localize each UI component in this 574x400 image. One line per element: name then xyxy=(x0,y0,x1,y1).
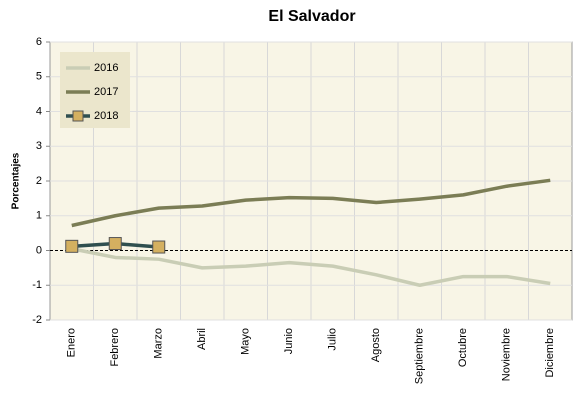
x-tick-label: Diciembre xyxy=(544,328,556,378)
legend-label: 2018 xyxy=(94,110,118,122)
y-axis-label: Porcentajes xyxy=(11,152,22,209)
x-tick-label: Febrero xyxy=(109,328,121,367)
x-tick-label: Noviembre xyxy=(501,328,513,381)
series-marker xyxy=(108,237,122,251)
y-tick-label: 5 xyxy=(36,71,42,83)
x-tick-label: Abril xyxy=(196,328,208,350)
series-marker xyxy=(152,240,166,254)
chart-title: El Salvador xyxy=(268,8,355,25)
x-tick-label: Octubre xyxy=(457,328,469,367)
x-tick-label: Agosto xyxy=(370,328,382,362)
x-tick-label: Septiembre xyxy=(414,328,426,384)
y-tick-label: 6 xyxy=(36,36,42,48)
legend-label: 2016 xyxy=(94,62,118,74)
x-tick-label: Marzo xyxy=(153,328,165,359)
series-marker xyxy=(65,239,79,253)
series-line xyxy=(71,178,551,228)
y-tick-label: 4 xyxy=(36,105,42,117)
y-tick-label: -1 xyxy=(32,279,42,291)
x-tick-label: Julio xyxy=(327,328,339,351)
legend-marker xyxy=(72,110,84,122)
legend-label: 2017 xyxy=(94,86,118,98)
x-tick-label: Enero xyxy=(66,328,78,357)
x-tick-label: Junio xyxy=(283,328,295,354)
y-tick-label: 1 xyxy=(36,210,42,222)
y-tick-label: 2 xyxy=(36,175,42,187)
y-tick-label: 3 xyxy=(36,140,42,152)
y-tick-label: 0 xyxy=(36,244,42,256)
y-tick-label: -2 xyxy=(32,314,42,326)
series-line xyxy=(71,247,551,287)
x-tick-label: Mayo xyxy=(240,328,252,355)
